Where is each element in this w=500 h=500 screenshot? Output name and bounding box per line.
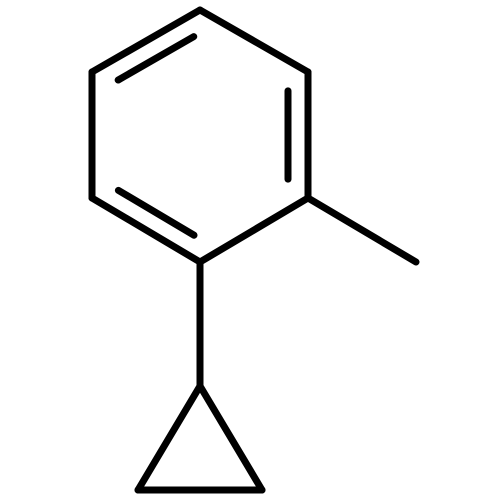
bond-inner — [118, 190, 194, 235]
bond — [308, 198, 416, 262]
bond — [138, 386, 200, 490]
molecule-diagram — [0, 0, 500, 500]
bond — [200, 10, 308, 72]
bond — [200, 198, 308, 262]
bond — [200, 386, 262, 490]
bond-inner — [118, 37, 194, 80]
